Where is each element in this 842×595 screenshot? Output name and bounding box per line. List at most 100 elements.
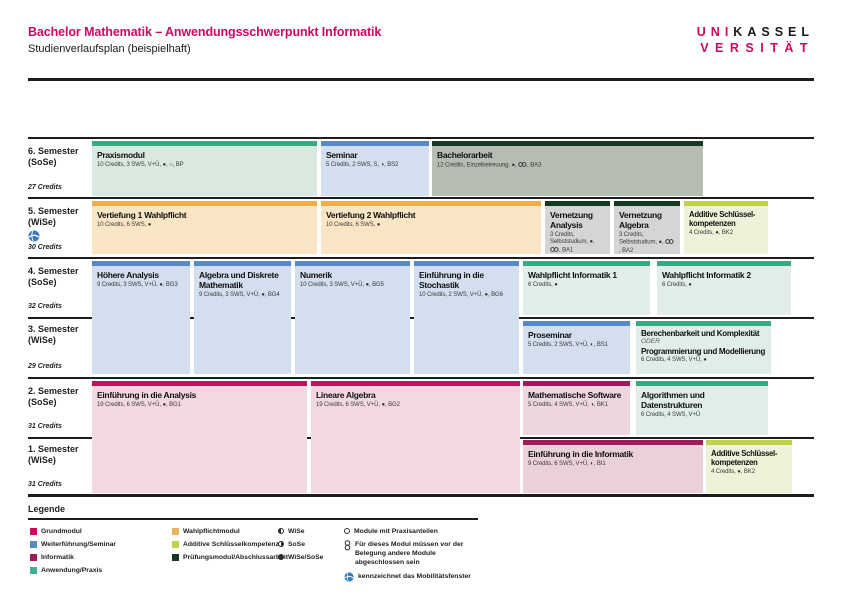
legend-rule xyxy=(28,518,478,520)
module-meta: 3 Credits, Selbststudium, ●, , BA1 xyxy=(550,231,595,254)
module-meta: 6 Credits, ● xyxy=(662,281,692,288)
chain-icon xyxy=(344,540,351,551)
module-meta: 9 Credits, 3 SWS, V+Ü, ●, BG3 xyxy=(97,281,178,288)
module-meta: 6 Credits, 4 SWS, V+Ü, ● xyxy=(641,356,707,363)
module-meta: 10 Credits, 6 SWS, ● xyxy=(97,221,152,228)
module-title: Algorithmen und Datenstrukturen xyxy=(641,390,705,411)
informatik-swatch xyxy=(30,553,37,561)
page-title: Bachelor Mathematik – Anwendungsschwerpu… xyxy=(28,25,382,39)
module-algorithmen-datenstrukturen: Algorithmen und Datenstrukturen 6 Credit… xyxy=(636,381,768,435)
module-title: Wahlpflicht Informatik 2 xyxy=(662,270,751,280)
module-berechenbarkeit-oder-programmierung: Berechenbarkeit und Komplexität ODER Pro… xyxy=(636,321,771,374)
module-meta: 10 Credits, 3 SWS, V+Ü, ●, BG5 xyxy=(300,281,384,288)
module-title: Seminar xyxy=(326,150,358,160)
oder-label: ODER xyxy=(641,338,660,346)
module-title: Vertiefung 1 Wahlpflicht xyxy=(97,210,187,220)
semester-label-2: 2. Semester (SoSe) xyxy=(28,386,79,408)
logo-uni: UNI xyxy=(696,25,734,39)
module-meta: 9 Credits, 6 SWS, V+Ü, ◐, BI1 xyxy=(528,460,606,467)
module-vertiefung-1: Vertiefung 1 Wahlpflicht 10 Credits, 6 S… xyxy=(92,201,317,254)
wahlpflicht-swatch xyxy=(172,527,179,535)
wise-sose-icon xyxy=(278,554,284,560)
legend-item-wise: WiSe xyxy=(278,527,305,536)
module-meta: 10 Credits, 3 SWS, V+Ü, ●, ○, BP xyxy=(97,161,184,168)
legend-item-sose: SoSe xyxy=(278,540,305,549)
globe-icon xyxy=(344,572,354,582)
semester-label-4: 4. Semester (SoSe) xyxy=(28,266,79,288)
module-title: Vernetzung Analysis xyxy=(550,210,593,231)
module-title: Höhere Analysis xyxy=(97,270,159,280)
pruefungsmodul-swatch xyxy=(172,553,179,561)
module-title: Proseminar xyxy=(528,330,572,340)
module-einfuehrung-informatik: Einführung in die Informatik 9 Credits, … xyxy=(523,440,703,493)
semester-label-6: 6. Semester (SoSe) xyxy=(28,146,79,168)
module-title: Vertiefung 2 Wahlpflicht xyxy=(326,210,416,220)
legend-item-additive-schluesselkompetenz: Additive Schlüsselkompetenz xyxy=(172,540,279,549)
module-praxismodul: Praxismodul 10 Credits, 3 SWS, V+Ü, ●, ○… xyxy=(92,141,317,196)
module-additive-schluesselkompetenzen-1: Additive Schlüssel-kompetenzen 4 Credits… xyxy=(706,440,792,493)
credits-4: 32 Credits xyxy=(28,303,62,310)
module-meta: 5 Credits, 2 SWS, S, ◑, BS2 xyxy=(326,161,399,168)
module-title: Numerik xyxy=(300,270,332,280)
module-meta: 5 Credits, 4 SWS, V+Ü, ◑, BK1 xyxy=(528,401,608,408)
credits-6: 27 Credits xyxy=(28,184,62,191)
legend-item-mobilitaetsfenster: kennzeichnet das Mobilitätsfenster xyxy=(344,572,471,582)
anwendung-praxis-swatch xyxy=(30,566,37,574)
module-title: Programmierung und Modellierung xyxy=(641,346,766,356)
module-meta: 4 Credits, ●, BK2 xyxy=(711,468,755,475)
module-meta: 6 Credits, ● xyxy=(528,281,558,288)
credits-3: 29 Credits xyxy=(28,363,62,370)
weiterfuehrung-swatch xyxy=(30,540,37,548)
module-meta: 19 Credits, 6 SWS, V+Ü, ●, BG2 xyxy=(316,401,400,408)
logo-kassel: KASSEL xyxy=(733,25,814,39)
semester-label-5: 5. Semester (WiSe) xyxy=(28,206,79,228)
sose-icon xyxy=(278,541,284,547)
module-wahlpflicht-informatik-2: Wahlpflicht Informatik 2 6 Credits, ● xyxy=(657,261,791,315)
module-meta: 6 Credits, 4 SWS, V+Ü xyxy=(641,411,701,418)
module-title: Mathematische Software xyxy=(528,390,622,400)
module-lineare-algebra: Lineare Algebra 19 Credits, 6 SWS, V+Ü, … xyxy=(311,381,520,493)
module-mathematische-software: Mathematische Software 5 Credits, 4 SWS,… xyxy=(523,381,630,435)
grid-top-rule xyxy=(28,137,814,139)
legend-item-wahlpflichtmodul: Wahlpflichtmodul xyxy=(172,527,240,536)
grid-bottom-rule xyxy=(28,494,814,497)
module-title: Praxismodul xyxy=(97,150,145,160)
row-divider xyxy=(28,257,814,259)
globe-icon xyxy=(28,230,40,242)
chain-icon xyxy=(550,247,559,252)
module-meta: 4 Credits, ●, BK2 xyxy=(689,229,733,236)
legend-heading: Legende xyxy=(28,504,66,514)
module-vernetzung-algebra: Vernetzung Algebra 3 Credits, Selbststud… xyxy=(614,201,680,254)
module-bachelorarbeit: Bachelorarbeit 12 Credits, Einzelbetreuu… xyxy=(432,141,703,196)
module-vernetzung-analysis: Vernetzung Analysis 3 Credits, Selbststu… xyxy=(545,201,610,254)
uni-kassel-logo: UNIKASSEL VERSITÄT xyxy=(697,24,814,56)
module-einfuehrung-stochastik: Einführung in die Stochastik 10 Credits,… xyxy=(414,261,519,374)
praxis-circle-icon xyxy=(344,528,350,534)
legend-item-voraussetzung: Für dieses Modul müssen vor der Belegung… xyxy=(344,540,480,568)
chain-icon xyxy=(665,239,674,245)
legend-item-praxisanteile: Module mit Praxisanteilen xyxy=(344,527,438,536)
chain-icon xyxy=(518,161,527,167)
legend-item-grundmodul: Grundmodul xyxy=(30,527,82,536)
module-title: Algebra und Diskrete Mathematik xyxy=(199,270,279,291)
module-title: Einführung in die Stochastik xyxy=(419,270,484,291)
module-einfuehrung-analysis: Einführung in die Analysis 19 Credits, 6… xyxy=(92,381,307,493)
module-title: Vernetzung Algebra xyxy=(619,210,662,231)
semester-label-1: 1. Semester (WiSe) xyxy=(28,444,79,466)
legend-item-weiterfuehrung: Weiterführung/Seminar xyxy=(30,540,116,549)
legend-item-anwendung-praxis: Anwendung/Praxis xyxy=(30,566,102,575)
header-rule xyxy=(28,78,814,81)
module-meta: 3 Credits, Selbststudium, ●, , BA2 xyxy=(619,232,675,256)
module-proseminar: Proseminar 5 Credits, 2 SWS, V+Ü, ◐, BS1 xyxy=(523,321,630,374)
grundmodul-swatch xyxy=(30,527,37,535)
legend-item-wise-sose: WiSe/SoSe xyxy=(278,553,323,562)
page-subtitle: Studienverlaufsplan (beispielhaft) xyxy=(28,43,191,55)
module-vertiefung-2: Vertiefung 2 Wahlpflicht 10 Credits, 6 S… xyxy=(321,201,541,254)
row-divider xyxy=(28,377,814,379)
credits-5: 30 Credits xyxy=(28,244,62,251)
wise-icon xyxy=(278,528,284,534)
module-title: Additive Schlüssel-kompetenzen xyxy=(711,449,778,468)
semester-label-3: 3. Semester (WiSe) xyxy=(28,324,79,346)
module-hoehere-analysis: Höhere Analysis 9 Credits, 3 SWS, V+Ü, ●… xyxy=(92,261,190,374)
